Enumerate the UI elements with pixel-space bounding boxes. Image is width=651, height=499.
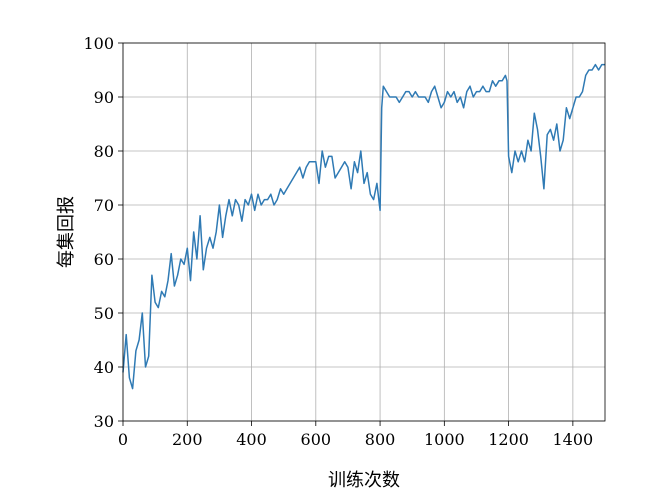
y-tick-label: 60 [94,250,114,269]
x-tick-label: 1400 [553,430,594,449]
series-line [122,63,605,390]
x-tick-label: 200 [172,430,203,449]
y-tick-label: 100 [83,34,114,53]
tick-marks [118,42,574,426]
y-tick-label: 90 [94,88,114,107]
x-tick-label: 1200 [488,430,529,449]
axes-frame [122,42,606,422]
y-tick-label: 70 [94,196,114,215]
series-lines [122,63,605,390]
x-tick-label: 400 [236,430,267,449]
y-tick-label: 50 [94,304,114,323]
tick-labels: 0 200 400 600 800 1000 1200 1400 30 40 50 60 70 80 90 1… [83,34,593,449]
x-tick-label: 0 [118,430,128,449]
x-tick-label: 800 [365,430,396,449]
y-tick-label: 80 [94,142,114,161]
y-tick-label: 30 [94,412,114,431]
plot-frame [122,42,606,422]
x-axis-label: 训练次数 [328,470,400,491]
y-tick-label: 40 [94,358,114,377]
grid-lines [122,42,605,422]
x-tick-label: 600 [301,430,332,449]
y-axis-label: 每集回报 [56,196,77,268]
x-tick-label: 1000 [424,430,465,449]
